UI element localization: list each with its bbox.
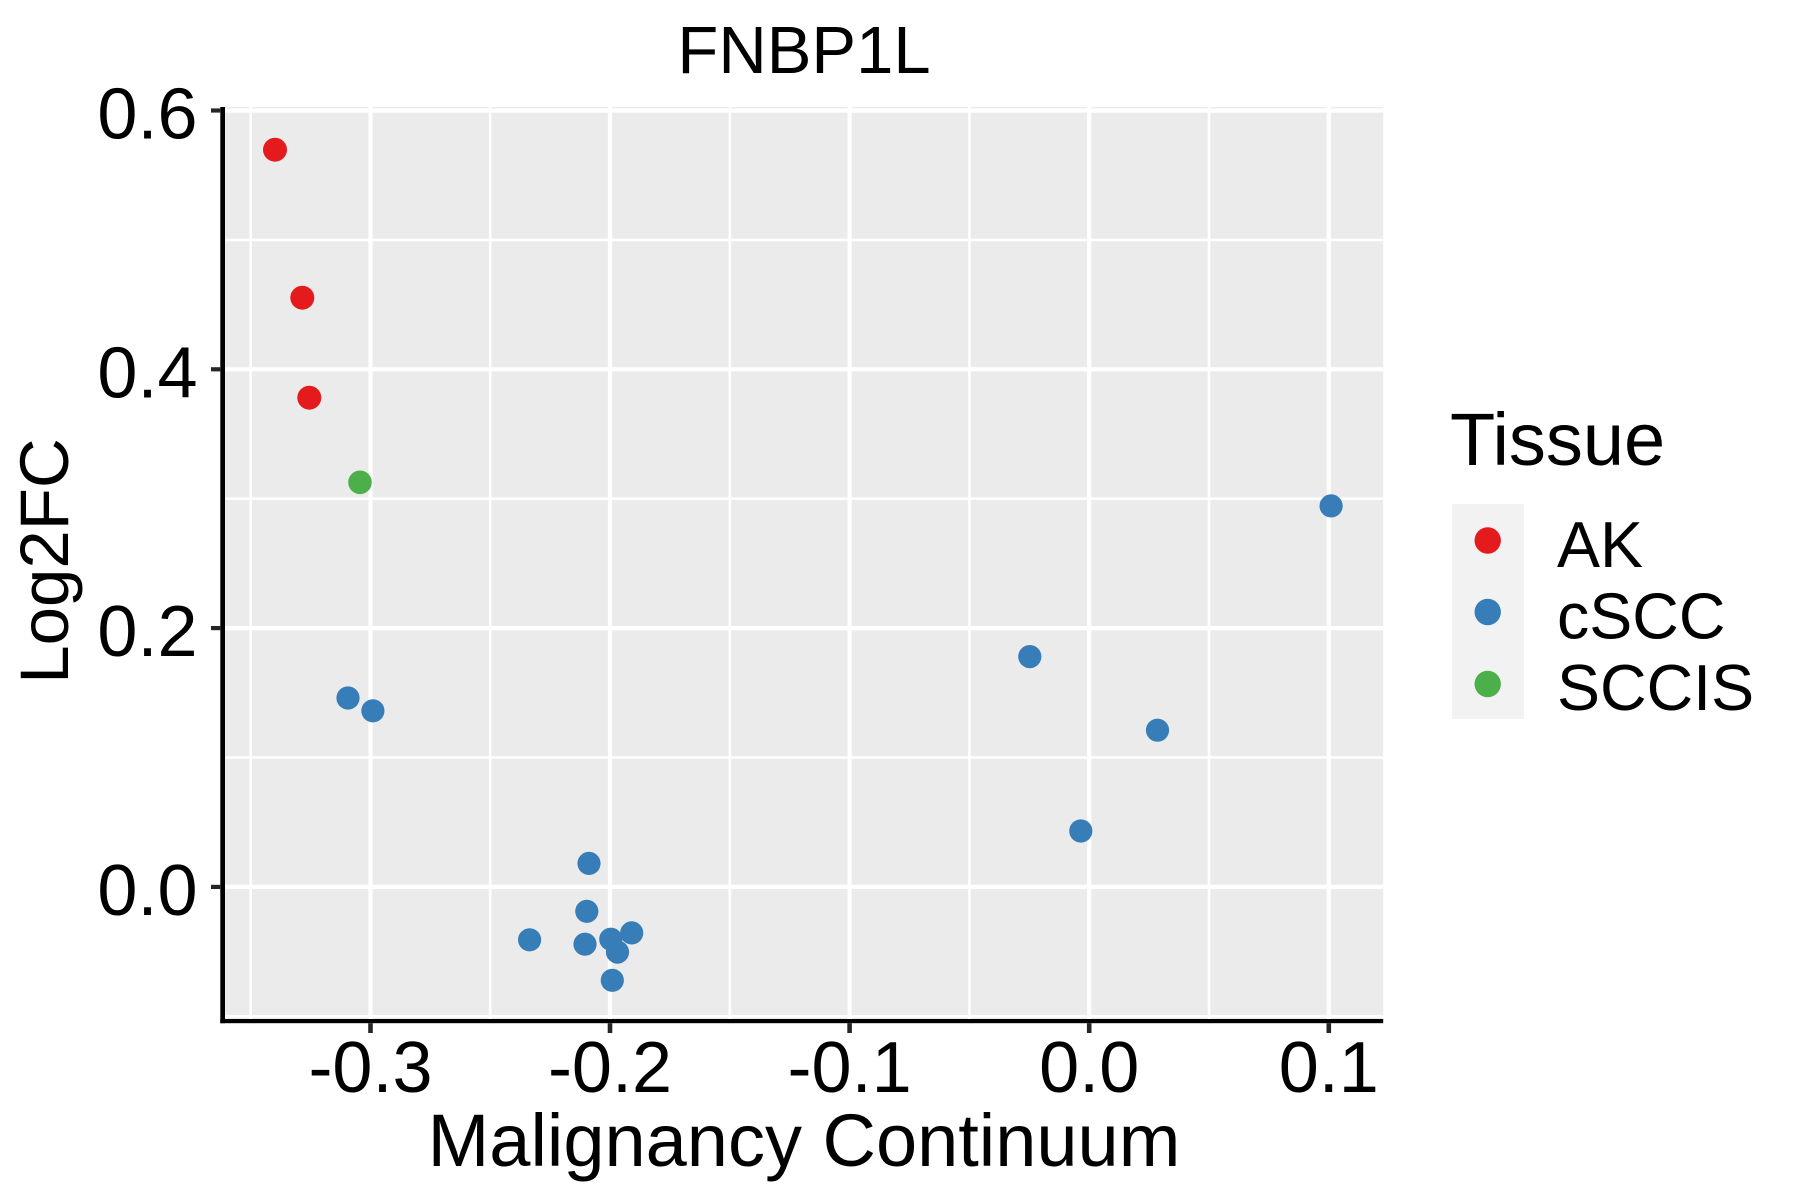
- svg-text:AK: AK: [1557, 509, 1643, 581]
- svg-text:SCCIS: SCCIS: [1557, 652, 1754, 724]
- svg-text:-0.3: -0.3: [308, 1028, 432, 1108]
- svg-text:0.4: 0.4: [97, 333, 197, 413]
- svg-text:0.0: 0.0: [1039, 1028, 1139, 1108]
- svg-text:-0.1: -0.1: [788, 1028, 912, 1108]
- svg-text:Log2FC: Log2FC: [6, 438, 83, 683]
- svg-text:0.6: 0.6: [97, 75, 197, 155]
- svg-text:0.0: 0.0: [97, 851, 197, 931]
- svg-text:FNBP1L: FNBP1L: [677, 13, 930, 88]
- svg-text:cSCC: cSCC: [1557, 581, 1725, 653]
- svg-text:Tissue: Tissue: [1450, 398, 1665, 481]
- svg-text:0.1: 0.1: [1279, 1028, 1379, 1108]
- svg-text:0.2: 0.2: [97, 592, 197, 672]
- svg-text:Malignancy Continuum: Malignancy Continuum: [428, 1099, 1181, 1182]
- svg-text:-0.2: -0.2: [548, 1028, 672, 1108]
